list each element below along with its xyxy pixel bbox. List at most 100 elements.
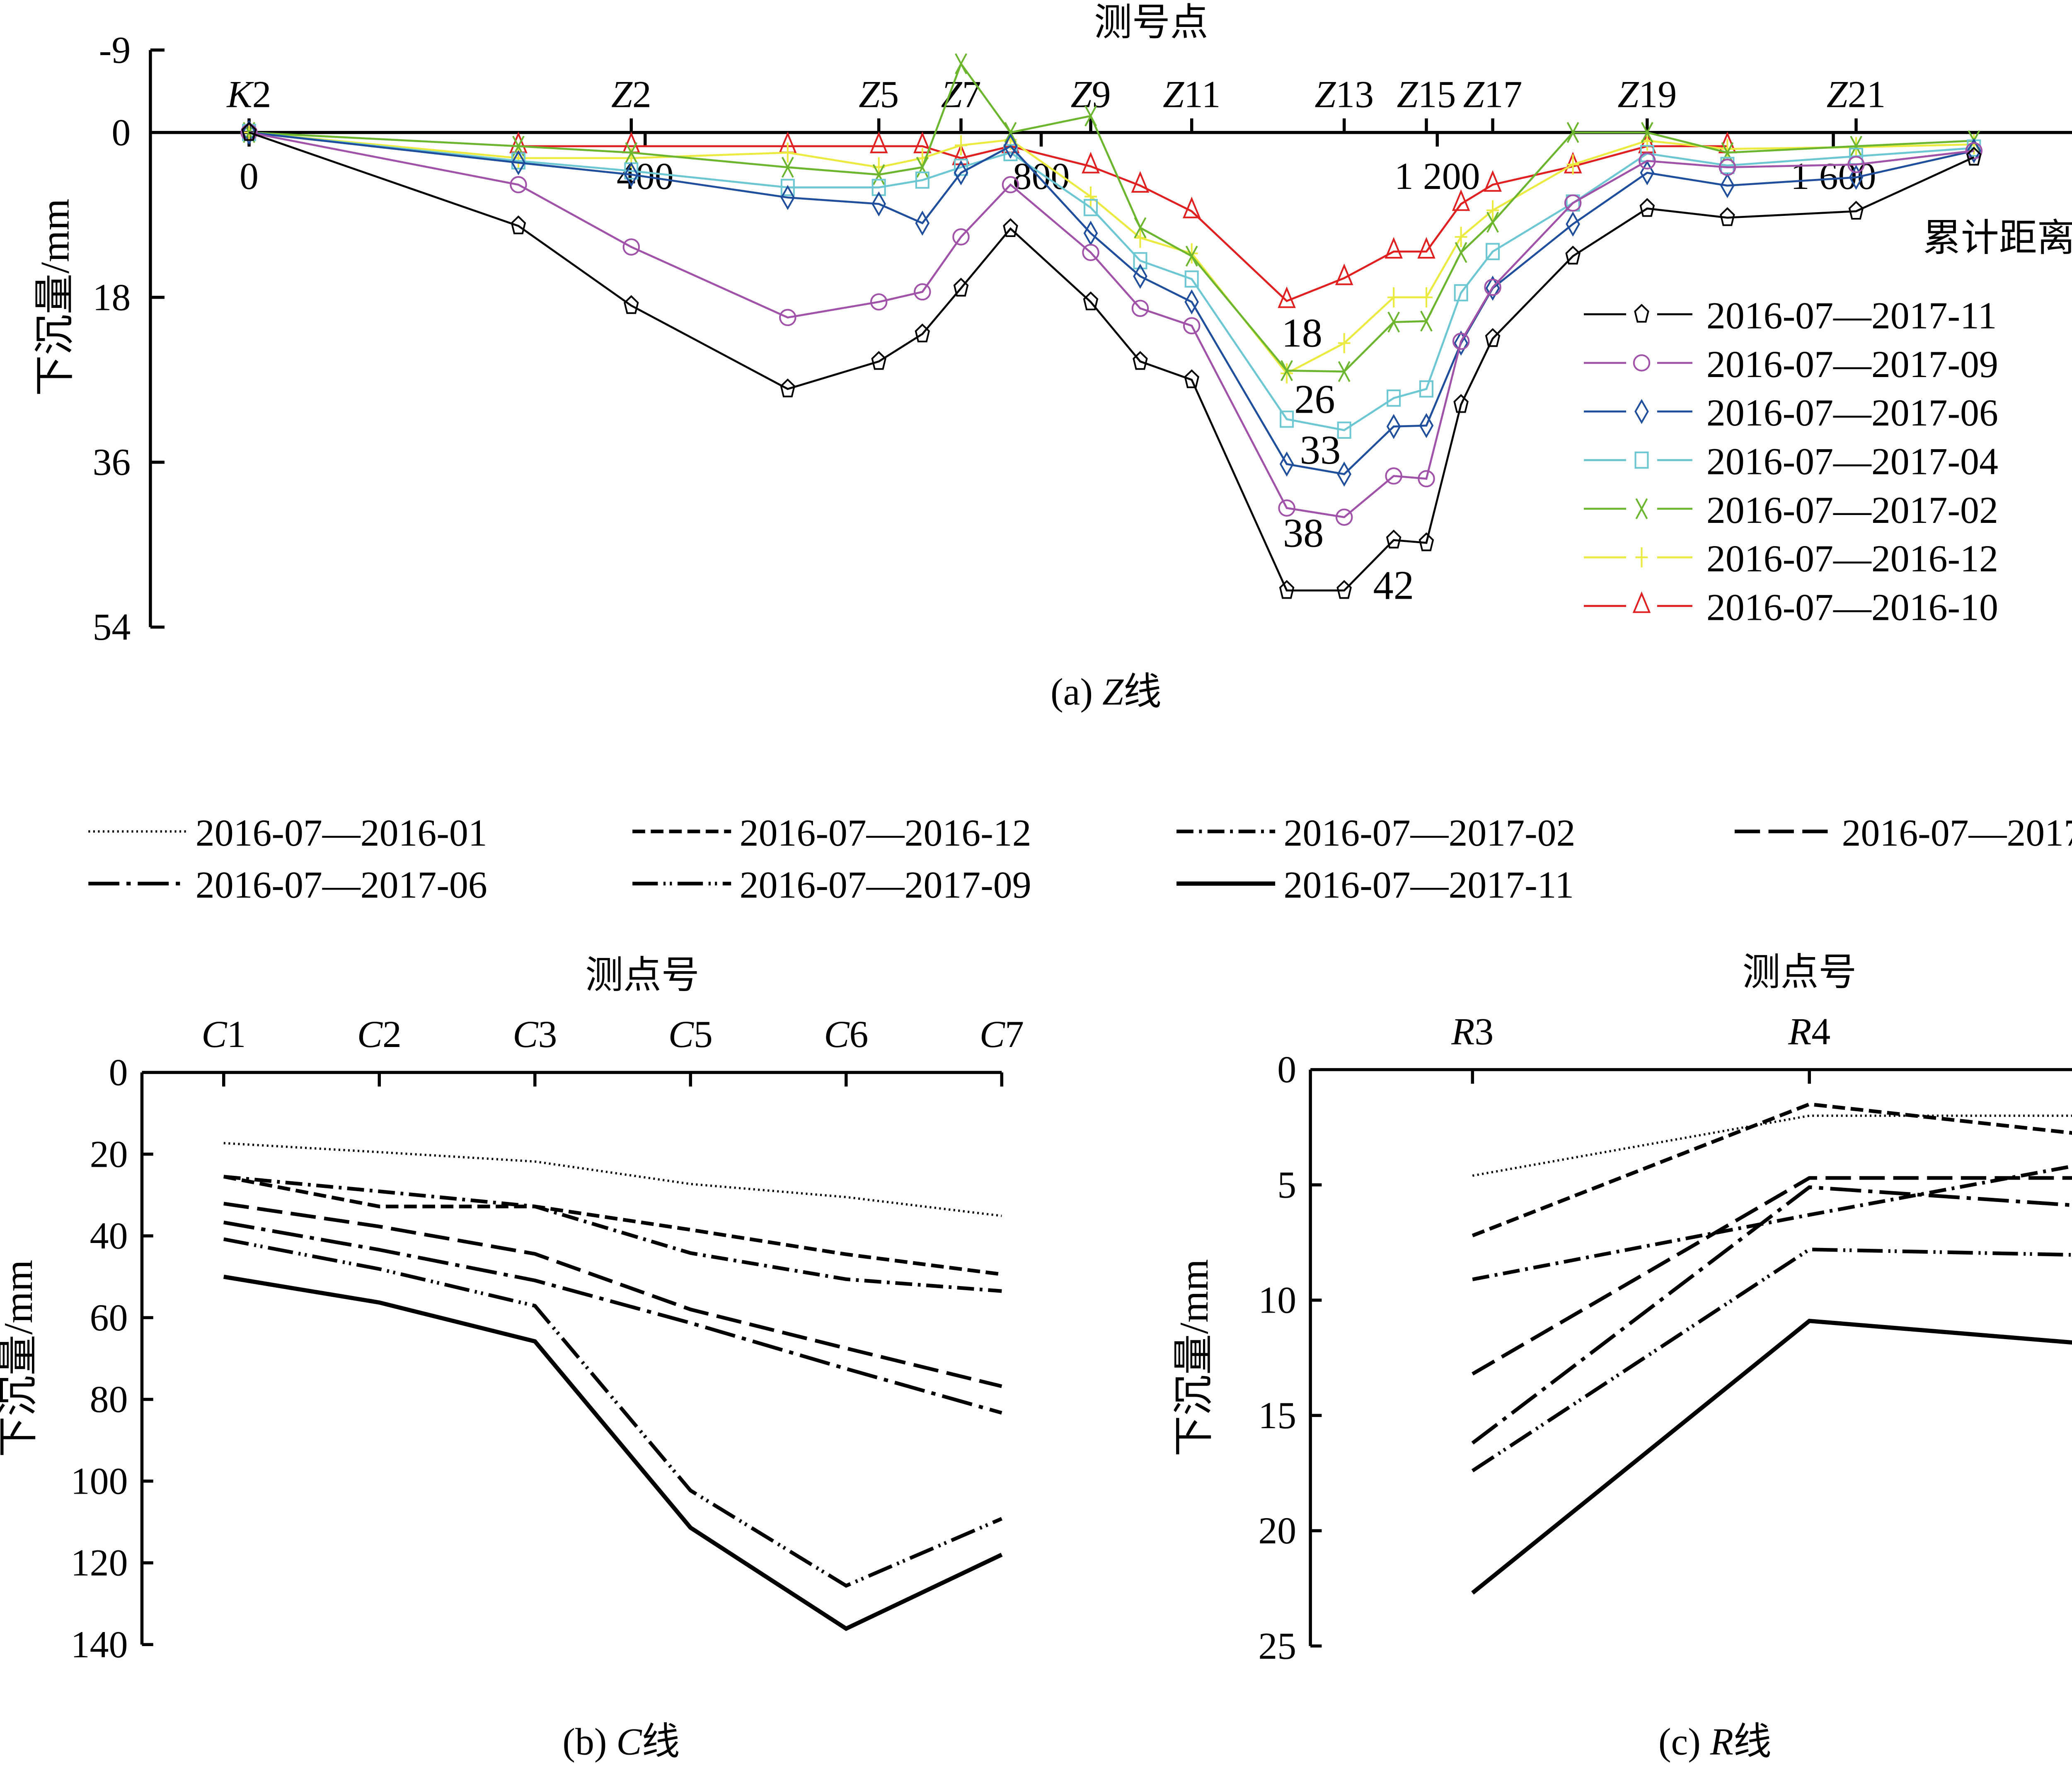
category-number: 7 <box>1005 1013 1024 1055</box>
series-2016-07-2017-11 <box>241 122 1982 599</box>
data-point-x <box>1486 212 1499 233</box>
y-tick-label: 20 <box>90 1133 128 1175</box>
data-point-plus <box>1566 154 1579 175</box>
caption-a: (a) Z线 <box>1051 671 1162 713</box>
category-number: 5 <box>694 1013 713 1055</box>
data-point-pentagon <box>780 378 796 397</box>
data-point-circle <box>1719 158 1736 176</box>
data-point-diamond <box>1640 160 1655 186</box>
category-letter: C <box>201 1013 228 1055</box>
data-point-circle <box>1385 467 1402 485</box>
legend-label: 2016-07—2017-02 <box>1284 812 1576 854</box>
data-point-circle <box>1965 142 1983 160</box>
series-line-dashdot <box>1472 1164 2072 1282</box>
data-point-plus <box>1084 186 1097 207</box>
series-line-dotted <box>223 1142 1002 1217</box>
data-point-pentagon <box>1336 580 1352 599</box>
legend-marker-x <box>1635 498 1648 520</box>
station-letter: Z <box>1397 73 1418 115</box>
series-line <box>518 145 1728 302</box>
category-label: C6 <box>824 1013 868 1055</box>
data-point-pentagon <box>871 351 886 370</box>
data-point-triangle <box>952 143 970 165</box>
series-line-dashdotdot <box>1471 1248 2072 1473</box>
data-point-diamond <box>954 160 968 186</box>
chart-title: 测点号 <box>1743 951 1857 993</box>
station-letter: K <box>226 73 254 115</box>
data-point-x <box>1134 217 1147 238</box>
series-2016-07-2017-09 <box>240 123 1983 526</box>
caption-prefix: (b) <box>562 1721 616 1763</box>
category-number: 3 <box>1474 1010 1493 1052</box>
data-point-square <box>780 179 795 196</box>
caption-suffix: 线 <box>1733 1721 1772 1763</box>
data-point-square <box>1387 389 1401 407</box>
data-point-circle <box>622 238 640 256</box>
station-number: 13 <box>1336 73 1374 115</box>
data-point-triangle <box>869 131 888 153</box>
data-point-x <box>1004 122 1017 143</box>
data-point-pentagon <box>511 215 526 235</box>
category-label: C3 <box>513 1013 557 1055</box>
caption: (b) C线 <box>562 1721 680 1763</box>
caption-italic: C <box>616 1721 642 1763</box>
value-annotation: 42 <box>1373 563 1414 608</box>
data-point-plus <box>1338 333 1351 353</box>
data-point-x <box>1338 361 1351 382</box>
series-line-solid <box>1471 1318 2072 1595</box>
caption-prefix: (c) <box>1658 1721 1710 1763</box>
series-2016-07-2017-04 <box>242 123 1981 439</box>
legend-marker-plus <box>1635 547 1648 568</box>
station-label: Z11 <box>1163 73 1221 115</box>
data-point-square <box>1454 284 1468 302</box>
data-point-square <box>954 158 968 176</box>
y-tick-label: -9 <box>99 29 131 71</box>
series-line-dashdotdot <box>223 1237 1003 1588</box>
data-point-x <box>955 53 967 75</box>
data-point-pentagon <box>1720 207 1735 226</box>
category-letter: C <box>668 1013 695 1055</box>
value-annotation: 33 <box>1300 428 1341 473</box>
y-tick-label: 40 <box>90 1215 128 1257</box>
category-number: 1 <box>227 1013 246 1055</box>
station-number: 17 <box>1484 73 1523 115</box>
data-point-x <box>1566 122 1579 143</box>
station-letter: Z <box>1071 73 1092 115</box>
legend-label: 2016-07—2017-06 <box>1706 392 1998 434</box>
data-point-triangle <box>1082 152 1100 174</box>
data-point-square <box>1419 380 1434 398</box>
data-point-pentagon <box>1565 245 1581 265</box>
series-line <box>249 131 1974 518</box>
y-tick-label: 0 <box>111 111 131 153</box>
station-label: K2 <box>226 73 271 115</box>
caption-italic: R <box>1710 1721 1733 1763</box>
x-axis-label: 累计距离/m <box>1923 217 2072 259</box>
legend-label: 2016-07—2016-12 <box>1706 537 1998 580</box>
series-line-dash <box>223 1175 1002 1277</box>
data-point-x <box>1387 312 1400 333</box>
data-point-circle <box>510 176 527 193</box>
data-point-pentagon <box>1485 328 1501 347</box>
category-letter: C <box>357 1013 383 1055</box>
data-point-pentagon <box>1386 530 1402 549</box>
station-label: Z9 <box>1071 73 1111 115</box>
data-point-x <box>1084 105 1097 127</box>
category-letter: R <box>1451 1010 1474 1052</box>
data-point-pentagon <box>1966 147 1982 166</box>
data-point-pentagon <box>1279 580 1295 599</box>
legend-label: 2016-07—2016-12 <box>740 812 1031 854</box>
station-number: 21 <box>1848 73 1886 115</box>
y-tick-label: 140 <box>71 1623 128 1666</box>
data-point-triangle <box>1335 264 1353 285</box>
y-tick-label: 18 <box>92 276 131 318</box>
data-point-diamond <box>1337 462 1352 487</box>
data-point-triangle <box>1484 170 1502 192</box>
shared-legend: 2016-07—2016-01 2016-07—2016-12 2016-07—20… <box>88 812 2072 906</box>
data-point-square <box>1084 199 1098 216</box>
data-point-diamond <box>1419 413 1434 438</box>
data-point-plus <box>955 135 967 155</box>
data-point-pentagon <box>1184 369 1200 388</box>
